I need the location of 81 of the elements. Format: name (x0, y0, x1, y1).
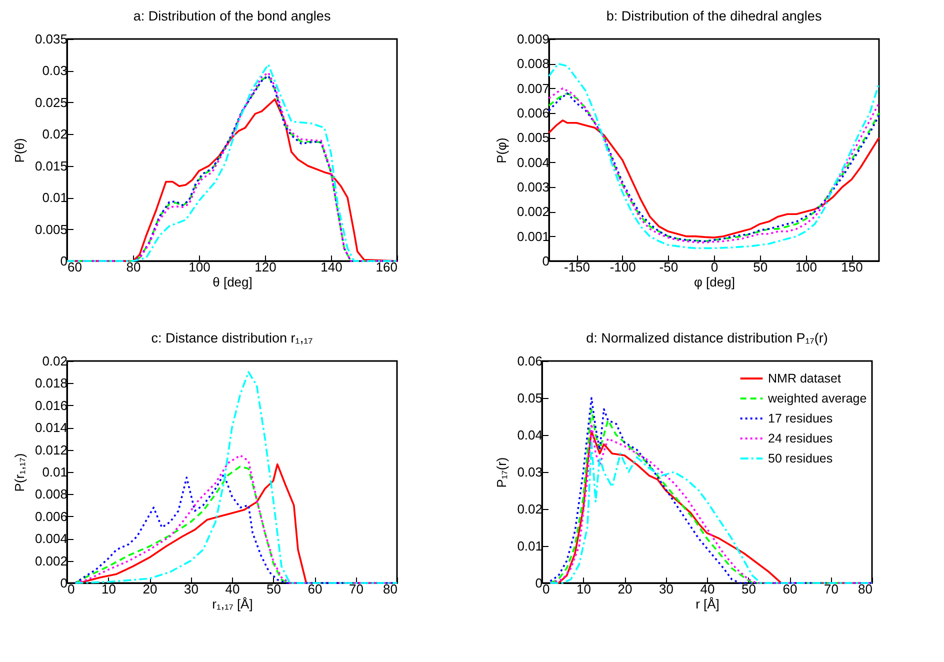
x-tick-label: 20 (618, 582, 632, 596)
legend-label: NMR dataset (768, 372, 842, 386)
y-axis-title: P(r₁,₁₇) (12, 453, 27, 492)
y-tick-label: 0.01 (42, 190, 68, 206)
y-axis-title: P(φ) (494, 138, 509, 164)
y-tick-label: 0.003 (516, 180, 550, 194)
x-tick-label: 140 (320, 260, 342, 274)
y-tick-label: 0.015 (34, 158, 68, 174)
y-tick-label: 0.03 (42, 63, 68, 78)
x-tick-label: 70 (349, 582, 364, 596)
x-tick-label: 20 (142, 582, 158, 596)
y-tick-label: 0.006 (516, 106, 550, 120)
x-tick-label: -50 (659, 260, 678, 274)
x-tick-label: -150 (564, 260, 590, 274)
x-tick-label: 30 (184, 582, 198, 596)
x-axis-title: r₁,₁₇ [Å] (212, 596, 253, 612)
x-axis-title: r [Å] (696, 596, 720, 612)
chart-title: a: Distribution of the bond angles (133, 8, 331, 24)
x-tick-label: 80 (126, 260, 141, 274)
y-tick-label: 0.02 (517, 502, 542, 516)
x-tick-label: 50 (753, 260, 768, 274)
x-tick-label: 160 (376, 260, 398, 274)
x-tick-label: 10 (576, 582, 591, 596)
y-tick-label: 0.016 (34, 398, 68, 413)
chart-title: b: Distribution of the dihedral angles (606, 8, 822, 24)
x-axis-title: θ [deg] (212, 274, 252, 290)
legend-label: 17 residues (768, 412, 833, 426)
y-axis-title: P₁₇(r) (494, 457, 510, 488)
legend-label: 50 residues (768, 452, 833, 466)
y-tick-label: 0.05 (517, 390, 542, 406)
x-tick-label: 150 (841, 260, 863, 274)
chart-title: c: Distance distribution r₁,₁₇ (151, 330, 314, 346)
y-tick-label: 0.004 (34, 531, 68, 546)
y-tick-label: 0.009 (516, 32, 550, 46)
y-tick-label: 0.035 (34, 32, 68, 46)
y-tick-label: 0.001 (516, 228, 550, 244)
y-tick-label: 0.002 (34, 553, 68, 568)
x-tick-label: 60 (308, 582, 322, 596)
x-tick-label: 80 (858, 582, 872, 596)
x-tick-label: 60 (68, 260, 82, 274)
y-tick-label: 0.014 (34, 420, 68, 436)
y-tick-label: 0.006 (34, 508, 68, 524)
y-tick-label: 0.02 (42, 126, 68, 142)
y-tick-label: 0.005 (34, 222, 68, 237)
y-tick-label: 0.025 (34, 94, 68, 110)
line-series (548, 120, 880, 238)
x-tick-label: 50 (742, 582, 756, 596)
x-tick-label: 60 (782, 582, 798, 596)
y-tick-label: 0.01 (42, 464, 68, 480)
y-tick-label: 0.005 (516, 130, 550, 146)
x-tick-label: 50 (266, 582, 281, 596)
x-tick-label: 70 (824, 582, 838, 596)
y-tick-label: 0.01 (517, 538, 542, 554)
y-tick-label: 0.008 (34, 486, 68, 502)
x-tick-label: 100 (795, 260, 818, 274)
y-tick-label: 0.04 (517, 428, 542, 442)
x-tick-label: 0 (710, 260, 718, 274)
legend-label: 24 residues (768, 432, 833, 446)
chart-title: d: Normalized distance distribution P₁₇(r) (586, 330, 828, 346)
y-tick-label: 0.06 (517, 354, 542, 368)
y-tick-label: 0.02 (42, 354, 68, 368)
x-tick-label: -100 (610, 260, 636, 274)
legend-label: weighted average (767, 392, 867, 406)
y-tick-label: 0.012 (34, 442, 68, 458)
y-tick-label: 0.008 (516, 56, 550, 72)
y-tick-label: 0.004 (516, 154, 550, 170)
y-tick-label: 0.002 (516, 204, 550, 220)
y-tick-label: 0.007 (516, 80, 550, 96)
x-axis-title: φ [deg] (694, 274, 735, 290)
x-tick-label: 100 (188, 260, 210, 274)
x-tick-label: 30 (659, 582, 674, 596)
line-series (548, 62, 880, 250)
y-axis-title: P(θ) (12, 138, 27, 163)
x-tick-label: 40 (225, 582, 240, 596)
x-tick-label: 80 (383, 582, 398, 596)
x-tick-label: 120 (254, 260, 276, 274)
line-series (74, 371, 398, 584)
x-tick-label: 10 (102, 582, 116, 596)
y-tick-label: 0.03 (517, 464, 542, 480)
x-tick-label: 40 (700, 582, 715, 596)
y-tick-label: 0.018 (34, 376, 68, 391)
